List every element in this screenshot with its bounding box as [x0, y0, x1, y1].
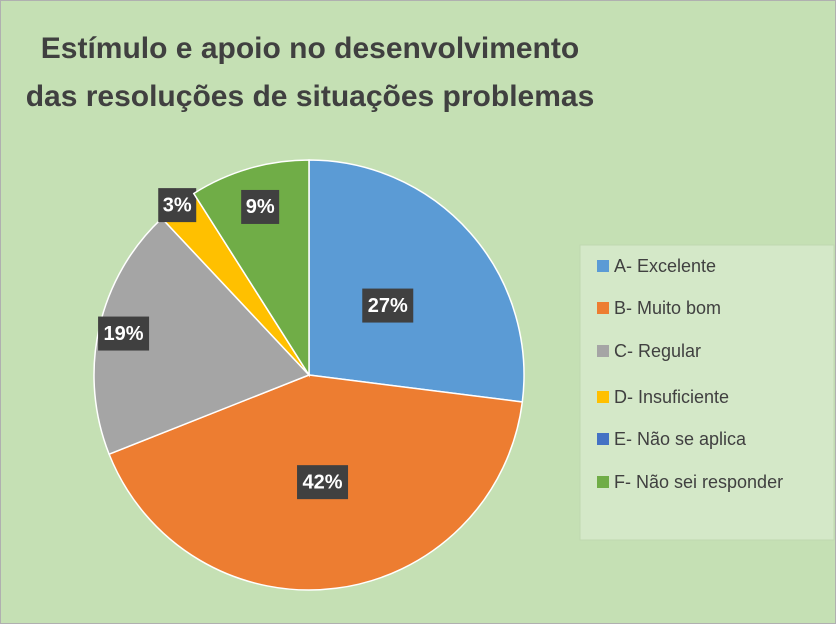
- legend-swatch: [597, 260, 609, 272]
- data-label: 3%: [163, 194, 192, 216]
- legend-swatch: [597, 345, 609, 357]
- data-label-bg: [297, 465, 349, 500]
- data-label: 27%: [368, 295, 408, 317]
- legend-swatch: [597, 433, 609, 445]
- legend-label: D- Insuficiente: [614, 387, 729, 407]
- data-label-bg: [241, 189, 280, 224]
- chart-title: Estímulo e apoio no desenvolvimento das r…: [26, 32, 595, 113]
- data-label: 9%: [246, 196, 275, 218]
- legend-label: A- Excelente: [614, 256, 716, 276]
- data-label: 42%: [303, 471, 343, 493]
- data-label: 19%: [104, 323, 144, 345]
- pie-slice: [308, 159, 525, 403]
- legend-box: [579, 244, 835, 541]
- data-label-bg: [98, 316, 150, 351]
- legend-label: B- Muito bom: [614, 298, 721, 318]
- data-label-bg: [158, 188, 197, 223]
- legend-label: E- Não se aplica: [614, 429, 747, 449]
- legend-swatch: [597, 476, 609, 488]
- data-label-bg: [362, 288, 414, 323]
- legend-swatch: [597, 391, 609, 403]
- legend-label: C- Regular: [614, 341, 701, 361]
- legend-label: F- Não sei responder: [614, 472, 783, 492]
- legend-swatch: [597, 302, 609, 314]
- pie-slice: [192, 159, 310, 378]
